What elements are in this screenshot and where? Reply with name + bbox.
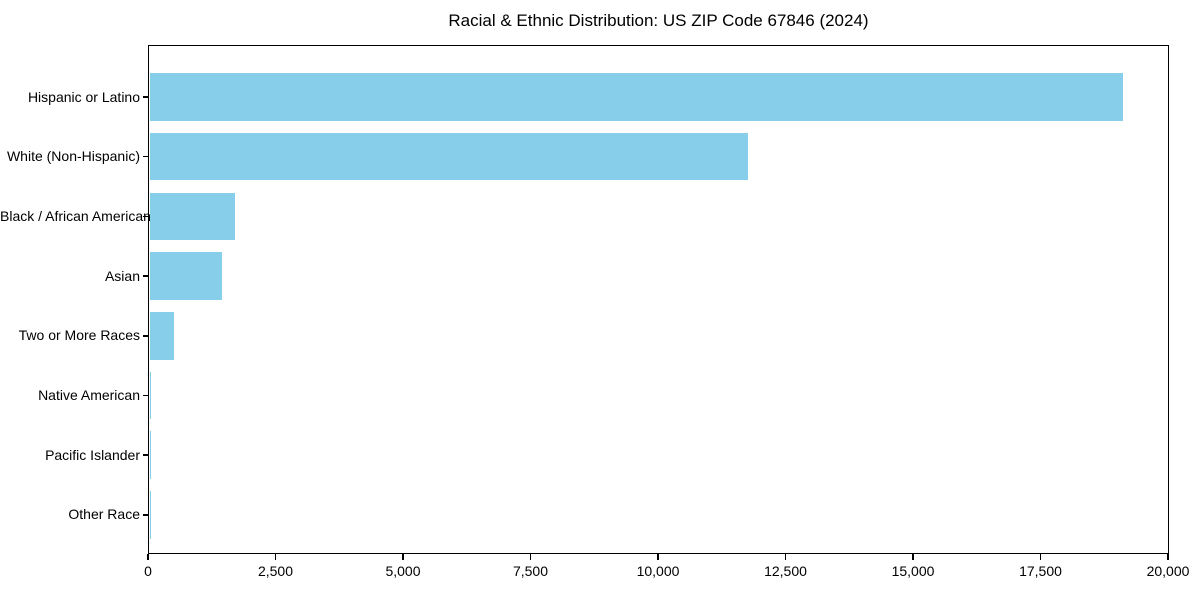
bar-pacific-islander (149, 431, 151, 479)
y-tick-label: Asian (104, 267, 140, 284)
y-tick-mark (142, 215, 148, 218)
plot-area (148, 45, 1169, 554)
x-tick-label: 2,500 (257, 563, 294, 579)
y-tick-mark (142, 454, 148, 456)
x-tick-mark (274, 554, 277, 560)
x-tick-label: 10,000 (636, 563, 680, 579)
y-tick-mark (142, 96, 148, 98)
x-tick-mark (784, 554, 787, 560)
bar-hispanic-or-latino (149, 73, 1123, 121)
y-tick-label: Hispanic or Latino (27, 88, 140, 105)
y-tick-mark (142, 155, 148, 158)
x-tick-label: 15,000 (891, 563, 935, 579)
y-tick-label: Native American (38, 387, 140, 403)
x-tick-label: 20,000 (1146, 563, 1190, 579)
x-tick-label: 7,500 (512, 563, 549, 579)
x-tick-mark (912, 554, 914, 560)
bar-native-american (149, 371, 152, 420)
x-tick-label: 17,500 (1019, 563, 1062, 579)
y-tick-mark (142, 275, 148, 277)
y-tick-label: Pacific Islander (45, 446, 140, 463)
x-tick-mark (657, 554, 659, 560)
y-tick-label: Other Race (68, 506, 140, 523)
x-tick-mark (1039, 554, 1042, 560)
chart-title: Racial & Ethnic Distribution: US ZIP Cod… (448, 11, 869, 30)
bar-black-african-american (149, 192, 236, 241)
x-tick-mark (402, 554, 404, 560)
y-tick-label: Two or More Races (18, 327, 140, 344)
bar-other-race (149, 491, 150, 539)
bar-white-non-hispanic- (149, 132, 749, 181)
bar-asian (149, 252, 222, 300)
bar-two-or-more-races (149, 312, 174, 360)
y-tick-mark (142, 394, 148, 397)
x-tick-label: 0 (144, 563, 152, 579)
x-tick-label: 5,000 (385, 563, 421, 579)
x-tick-mark (529, 554, 532, 560)
y-tick-mark (142, 335, 148, 337)
x-tick-mark (147, 554, 149, 560)
x-tick-mark (1167, 554, 1169, 560)
y-tick-mark (142, 514, 148, 516)
x-tick-label: 12,500 (764, 563, 807, 579)
y-tick-label: White (Non-Hispanic) (6, 148, 140, 165)
y-tick-label: Black / African American (0, 207, 151, 224)
